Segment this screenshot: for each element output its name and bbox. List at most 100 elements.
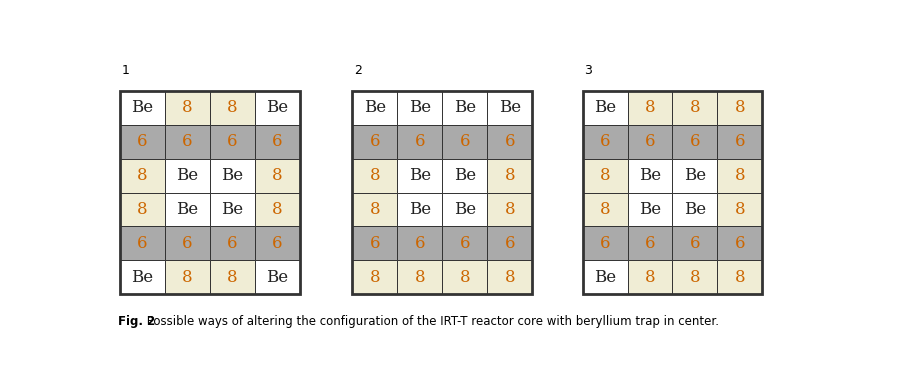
Bar <box>582 193 628 226</box>
Text: Be: Be <box>176 167 198 184</box>
Bar <box>628 193 673 226</box>
Bar <box>397 260 442 294</box>
Text: 6: 6 <box>504 133 515 150</box>
Bar <box>255 159 300 193</box>
Text: 6: 6 <box>690 235 701 252</box>
Bar <box>718 193 762 226</box>
Text: Fig. 2: Fig. 2 <box>118 315 155 328</box>
Bar <box>628 125 673 159</box>
Bar <box>165 260 210 294</box>
Text: 8: 8 <box>182 99 193 116</box>
Bar <box>165 226 210 260</box>
Bar <box>120 91 300 294</box>
Text: 6: 6 <box>735 133 745 150</box>
Bar <box>210 91 255 125</box>
Bar <box>487 193 532 226</box>
Text: 8: 8 <box>735 167 745 184</box>
Text: 8: 8 <box>414 269 425 286</box>
Bar <box>353 125 397 159</box>
Bar <box>165 159 210 193</box>
Bar <box>718 125 762 159</box>
Bar <box>582 226 628 260</box>
Text: 6: 6 <box>504 235 515 252</box>
Bar <box>120 226 165 260</box>
Bar <box>442 159 487 193</box>
Bar <box>210 193 255 226</box>
Bar <box>120 159 165 193</box>
Bar <box>628 226 673 260</box>
Bar <box>353 226 397 260</box>
Text: Be: Be <box>639 201 661 218</box>
Bar <box>673 260 718 294</box>
Text: Be: Be <box>266 269 288 286</box>
Text: 6: 6 <box>370 133 380 150</box>
Text: 6: 6 <box>182 235 193 252</box>
Bar <box>397 193 442 226</box>
Text: Be: Be <box>222 167 243 184</box>
Bar <box>582 125 628 159</box>
Text: 8: 8 <box>182 269 193 286</box>
Bar <box>210 226 255 260</box>
Text: Be: Be <box>409 201 431 218</box>
Bar <box>487 159 532 193</box>
Text: 6: 6 <box>690 133 701 150</box>
Bar <box>628 159 673 193</box>
Text: 8: 8 <box>690 99 701 116</box>
Bar <box>718 159 762 193</box>
Text: Be: Be <box>176 201 198 218</box>
Bar <box>165 91 210 125</box>
Bar <box>120 260 165 294</box>
Text: 8: 8 <box>645 269 656 286</box>
Text: 6: 6 <box>459 235 470 252</box>
Text: 8: 8 <box>600 201 610 218</box>
Bar <box>442 91 487 125</box>
Text: 2: 2 <box>354 64 361 77</box>
Text: 3: 3 <box>584 64 592 77</box>
Bar <box>255 91 300 125</box>
Bar <box>255 226 300 260</box>
Text: 8: 8 <box>137 167 148 184</box>
Bar <box>255 193 300 226</box>
Text: 8: 8 <box>137 201 148 218</box>
Text: Be: Be <box>684 201 706 218</box>
Bar <box>718 91 762 125</box>
Bar <box>582 91 762 294</box>
Text: Possible ways of altering the configuration of the IRT-T reactor core with beryl: Possible ways of altering the configurat… <box>144 315 719 328</box>
Text: 8: 8 <box>272 167 283 184</box>
Bar <box>165 193 210 226</box>
Text: 8: 8 <box>504 269 515 286</box>
Bar <box>628 91 673 125</box>
Text: 6: 6 <box>414 133 425 150</box>
Text: 6: 6 <box>272 133 283 150</box>
Bar <box>673 91 718 125</box>
Bar <box>353 91 397 125</box>
Text: 8: 8 <box>735 269 745 286</box>
Text: Be: Be <box>222 201 243 218</box>
Bar <box>397 125 442 159</box>
Text: 8: 8 <box>227 269 238 286</box>
Bar <box>442 193 487 226</box>
Text: 6: 6 <box>459 133 470 150</box>
Text: 8: 8 <box>370 201 380 218</box>
Text: Be: Be <box>594 269 616 286</box>
Text: 6: 6 <box>370 235 380 252</box>
Bar <box>673 159 718 193</box>
Text: 8: 8 <box>645 99 656 116</box>
Bar <box>353 260 397 294</box>
Text: 6: 6 <box>645 235 655 252</box>
Text: Be: Be <box>454 201 475 218</box>
Bar <box>397 159 442 193</box>
Text: 8: 8 <box>735 201 745 218</box>
Bar <box>210 125 255 159</box>
Text: 6: 6 <box>272 235 283 252</box>
Text: 8: 8 <box>504 201 515 218</box>
Bar <box>673 226 718 260</box>
Bar <box>120 193 165 226</box>
Text: Be: Be <box>454 167 475 184</box>
Bar <box>255 125 300 159</box>
Text: Be: Be <box>639 167 661 184</box>
Text: 6: 6 <box>227 133 238 150</box>
Text: Be: Be <box>409 167 431 184</box>
Text: 6: 6 <box>414 235 425 252</box>
Text: 8: 8 <box>690 269 701 286</box>
